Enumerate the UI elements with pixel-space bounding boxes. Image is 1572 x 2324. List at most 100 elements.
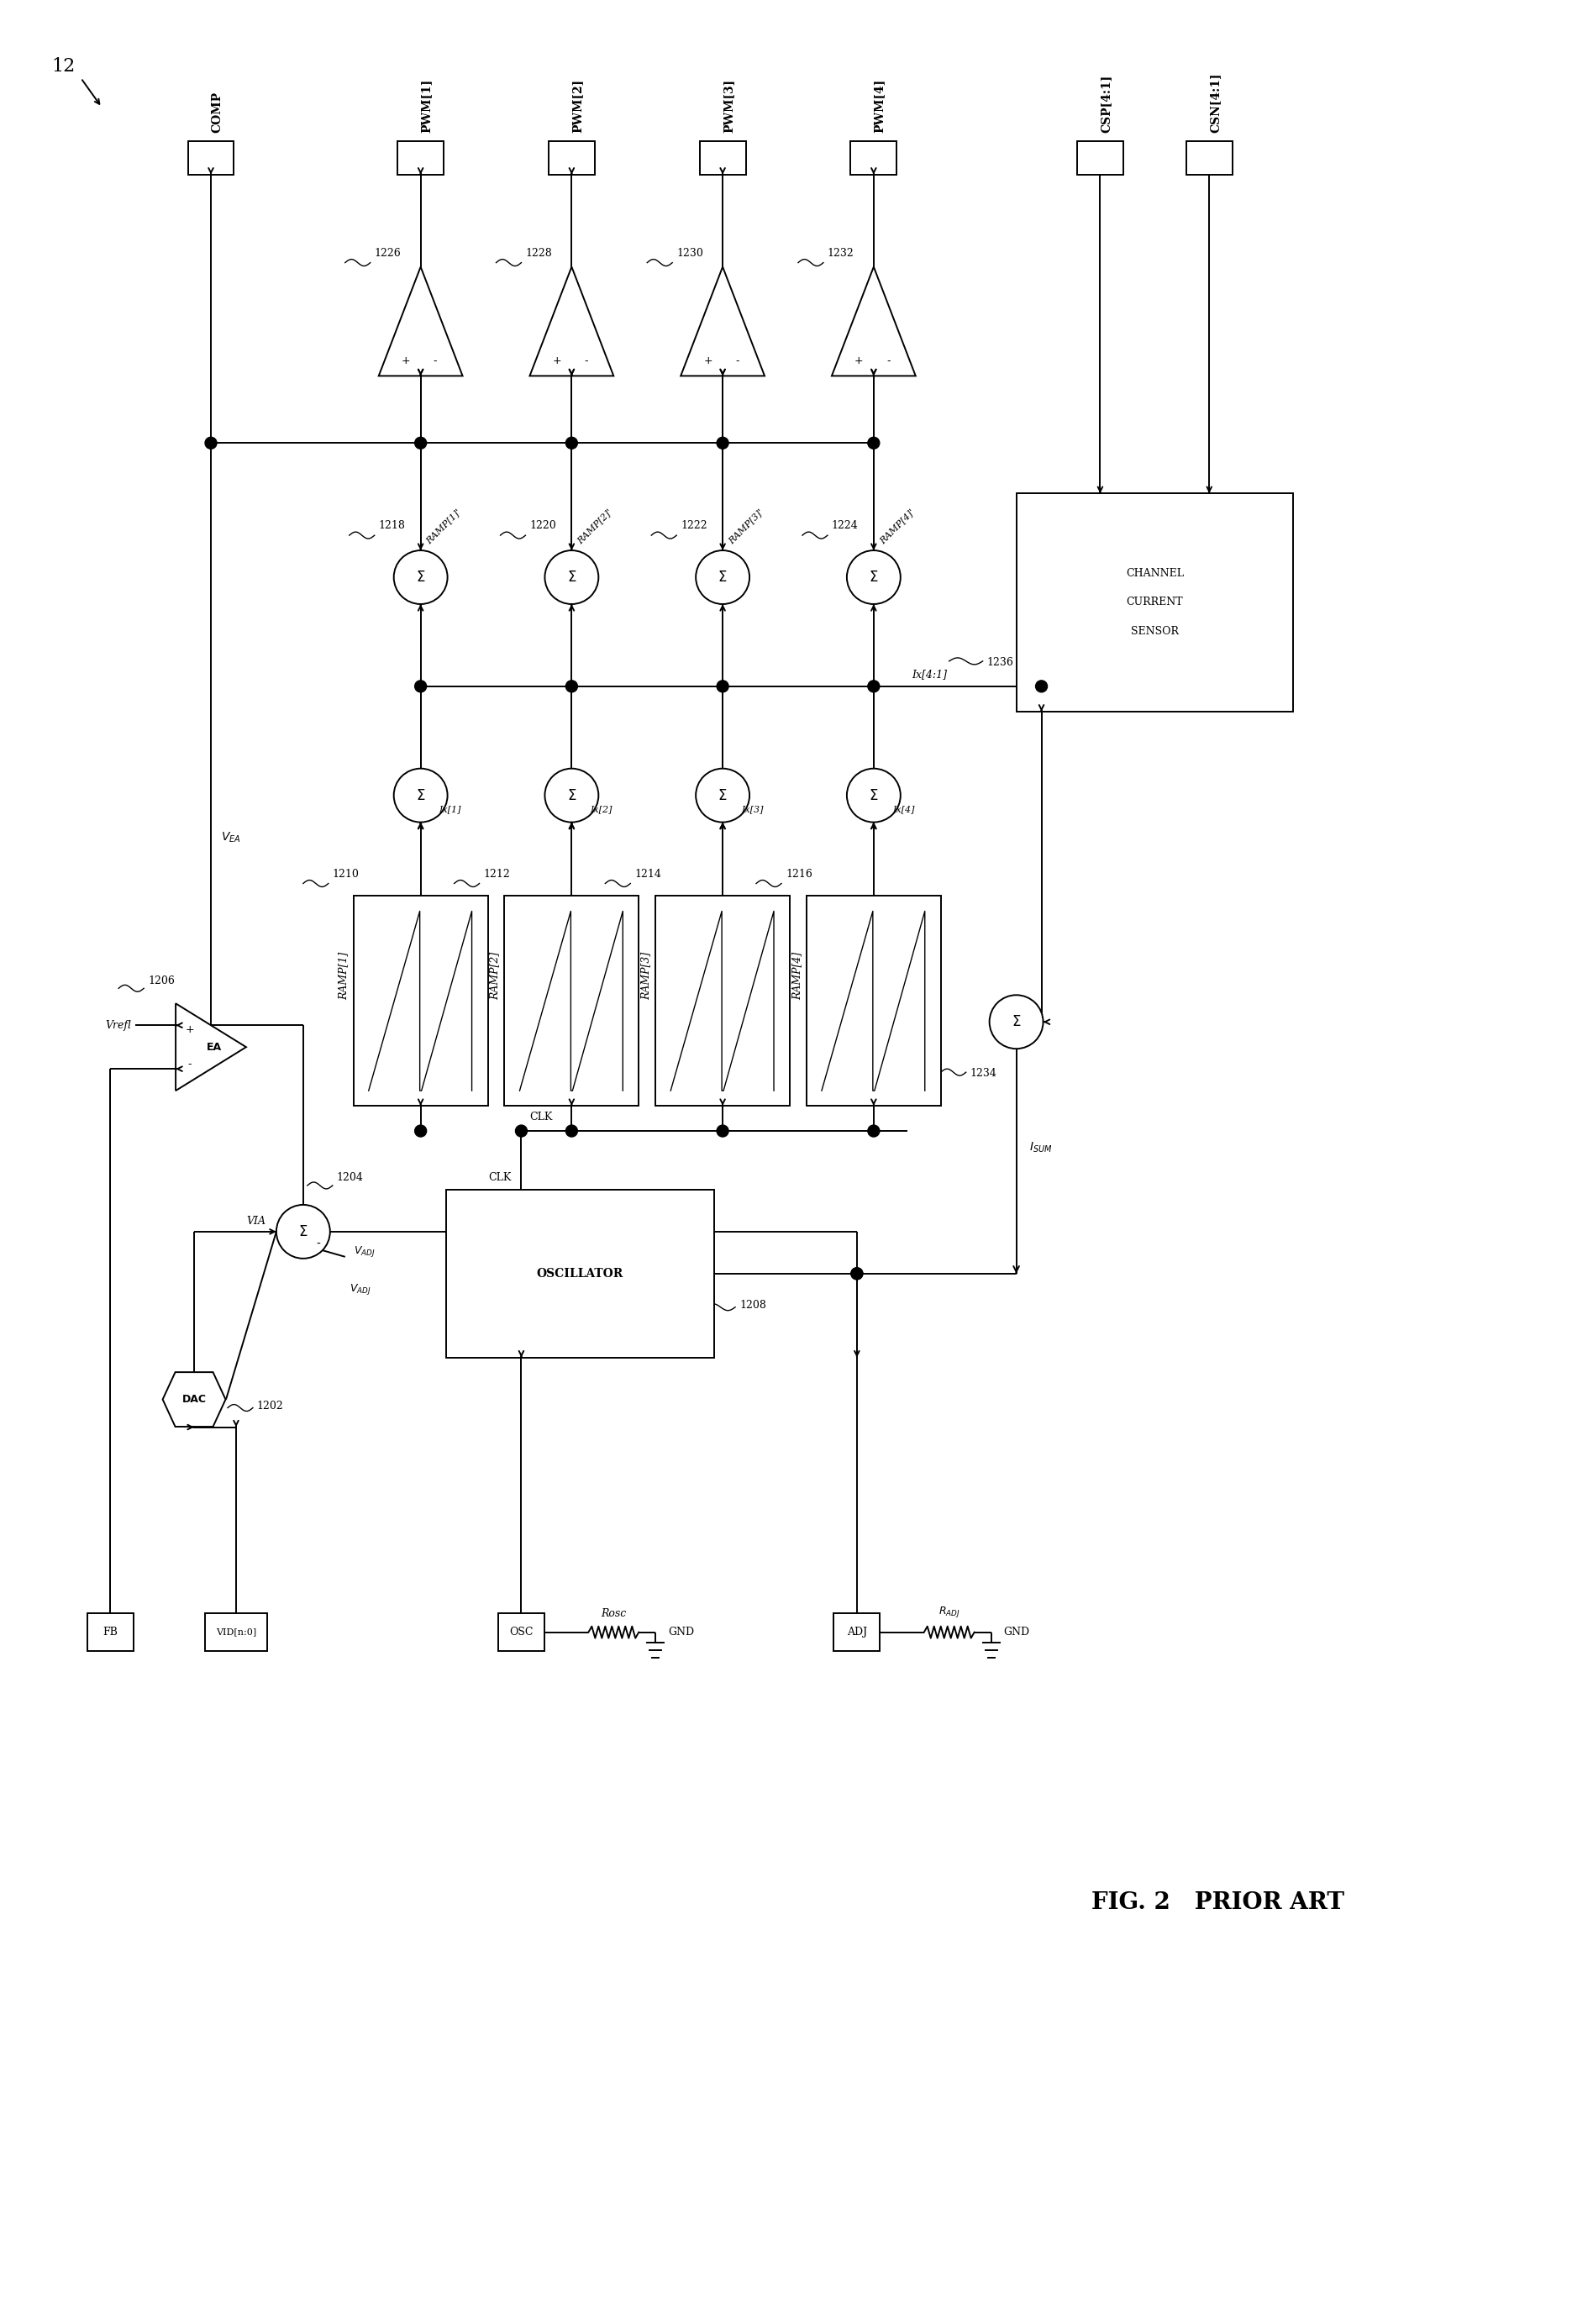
Text: COMP: COMP (211, 91, 223, 132)
Bar (204, 1613, 267, 1650)
Circle shape (204, 437, 217, 449)
Circle shape (566, 681, 577, 693)
Text: $\Sigma$: $\Sigma$ (1011, 1013, 1022, 1030)
Text: -: - (316, 1239, 321, 1250)
Bar (656, 897, 789, 1106)
Text: -: - (585, 356, 588, 367)
Text: $\Sigma$: $\Sigma$ (718, 569, 728, 586)
Bar (398, 142, 443, 174)
Text: Ix[1]: Ix[1] (439, 806, 461, 813)
Text: -: - (887, 356, 890, 367)
Text: FB: FB (102, 1627, 118, 1638)
Text: 1234: 1234 (970, 1069, 997, 1078)
Circle shape (545, 551, 599, 604)
Polygon shape (176, 1004, 247, 1090)
Text: 1214: 1214 (635, 869, 662, 878)
Circle shape (847, 551, 901, 604)
Circle shape (717, 681, 728, 693)
Text: PWM[4]: PWM[4] (874, 79, 885, 132)
Text: 1230: 1230 (676, 249, 703, 258)
Text: 1210: 1210 (333, 869, 360, 878)
Bar (850, 142, 896, 174)
Text: Ix[4]: Ix[4] (893, 806, 915, 813)
Polygon shape (379, 267, 462, 376)
Circle shape (850, 1267, 863, 1281)
Bar (1077, 142, 1124, 174)
Text: GND: GND (1003, 1627, 1030, 1638)
Text: VIA: VIA (247, 1215, 266, 1227)
Circle shape (868, 1125, 880, 1136)
Text: $R_{ADJ}$: $R_{ADJ}$ (938, 1604, 960, 1620)
Text: CLK: CLK (530, 1111, 553, 1122)
Text: ADJ: ADJ (847, 1627, 868, 1638)
Bar (498, 1613, 544, 1650)
Text: EA: EA (208, 1041, 222, 1053)
Text: 1204: 1204 (336, 1171, 363, 1183)
Circle shape (566, 437, 577, 449)
Text: 1206: 1206 (148, 976, 174, 988)
Circle shape (696, 551, 750, 604)
Bar (187, 142, 234, 174)
Text: $\Sigma$: $\Sigma$ (567, 788, 577, 802)
Bar (86, 1613, 134, 1650)
Text: Rosc: Rosc (601, 1608, 626, 1620)
Bar (505, 897, 638, 1106)
Text: $\Sigma$: $\Sigma$ (718, 788, 728, 802)
Text: VID[n:0]: VID[n:0] (215, 1629, 256, 1636)
Circle shape (989, 995, 1044, 1048)
Polygon shape (681, 267, 764, 376)
Text: RAMP[1]: RAMP[1] (338, 953, 349, 999)
Text: $\Sigma$: $\Sigma$ (869, 788, 879, 802)
Text: -: - (736, 356, 739, 367)
Text: PWM[1]: PWM[1] (421, 79, 432, 132)
Circle shape (395, 769, 448, 823)
Text: CSP[4:1]: CSP[4:1] (1100, 74, 1111, 132)
Circle shape (545, 769, 599, 823)
Text: RAMP[1]': RAMP[1]' (424, 507, 462, 546)
Circle shape (717, 437, 728, 449)
Polygon shape (530, 267, 613, 376)
Text: CURRENT: CURRENT (1126, 597, 1184, 609)
Text: +: + (552, 356, 561, 367)
Text: Ix[3]: Ix[3] (740, 806, 764, 813)
Polygon shape (832, 267, 915, 376)
Text: PWM[3]: PWM[3] (723, 79, 734, 132)
Circle shape (566, 1125, 577, 1136)
Text: RAMP[2]': RAMP[2]' (575, 507, 615, 546)
Text: $V_{ADJ}$: $V_{ADJ}$ (354, 1243, 376, 1260)
Text: 1220: 1220 (530, 521, 556, 532)
Bar (354, 897, 487, 1106)
Text: +: + (185, 1025, 195, 1034)
Text: +: + (704, 356, 712, 367)
Text: FIG. 2   PRIOR ART: FIG. 2 PRIOR ART (1091, 1892, 1344, 1915)
Polygon shape (162, 1371, 226, 1427)
Text: CHANNEL: CHANNEL (1126, 567, 1184, 579)
Text: DAC: DAC (182, 1394, 206, 1406)
Text: $\Sigma$: $\Sigma$ (299, 1225, 308, 1239)
Text: OSC: OSC (509, 1627, 533, 1638)
Circle shape (717, 1125, 728, 1136)
Text: 1212: 1212 (484, 869, 511, 878)
Circle shape (277, 1204, 330, 1260)
Text: 1222: 1222 (681, 521, 707, 532)
Text: GND: GND (668, 1627, 695, 1638)
Bar (1016, 493, 1294, 711)
Text: CSN[4:1]: CSN[4:1] (1209, 72, 1221, 132)
Bar (806, 897, 940, 1106)
Text: PWM[2]: PWM[2] (572, 79, 583, 132)
Circle shape (415, 437, 426, 449)
Bar (446, 1190, 714, 1357)
Text: +: + (401, 356, 410, 367)
Text: 1226: 1226 (374, 249, 401, 258)
Text: RAMP[3]': RAMP[3]' (726, 507, 766, 546)
Text: SENSOR: SENSOR (1130, 627, 1179, 637)
Bar (833, 1613, 880, 1650)
Text: $V_{EA}$: $V_{EA}$ (222, 830, 241, 844)
Text: 1228: 1228 (525, 249, 552, 258)
Text: 1202: 1202 (258, 1401, 283, 1411)
Text: 1236: 1236 (987, 658, 1014, 667)
Text: CLK: CLK (489, 1171, 511, 1183)
Text: $I_{SUM}$: $I_{SUM}$ (1030, 1141, 1052, 1155)
Text: $\Sigma$: $\Sigma$ (567, 569, 577, 586)
Text: 1232: 1232 (827, 249, 854, 258)
